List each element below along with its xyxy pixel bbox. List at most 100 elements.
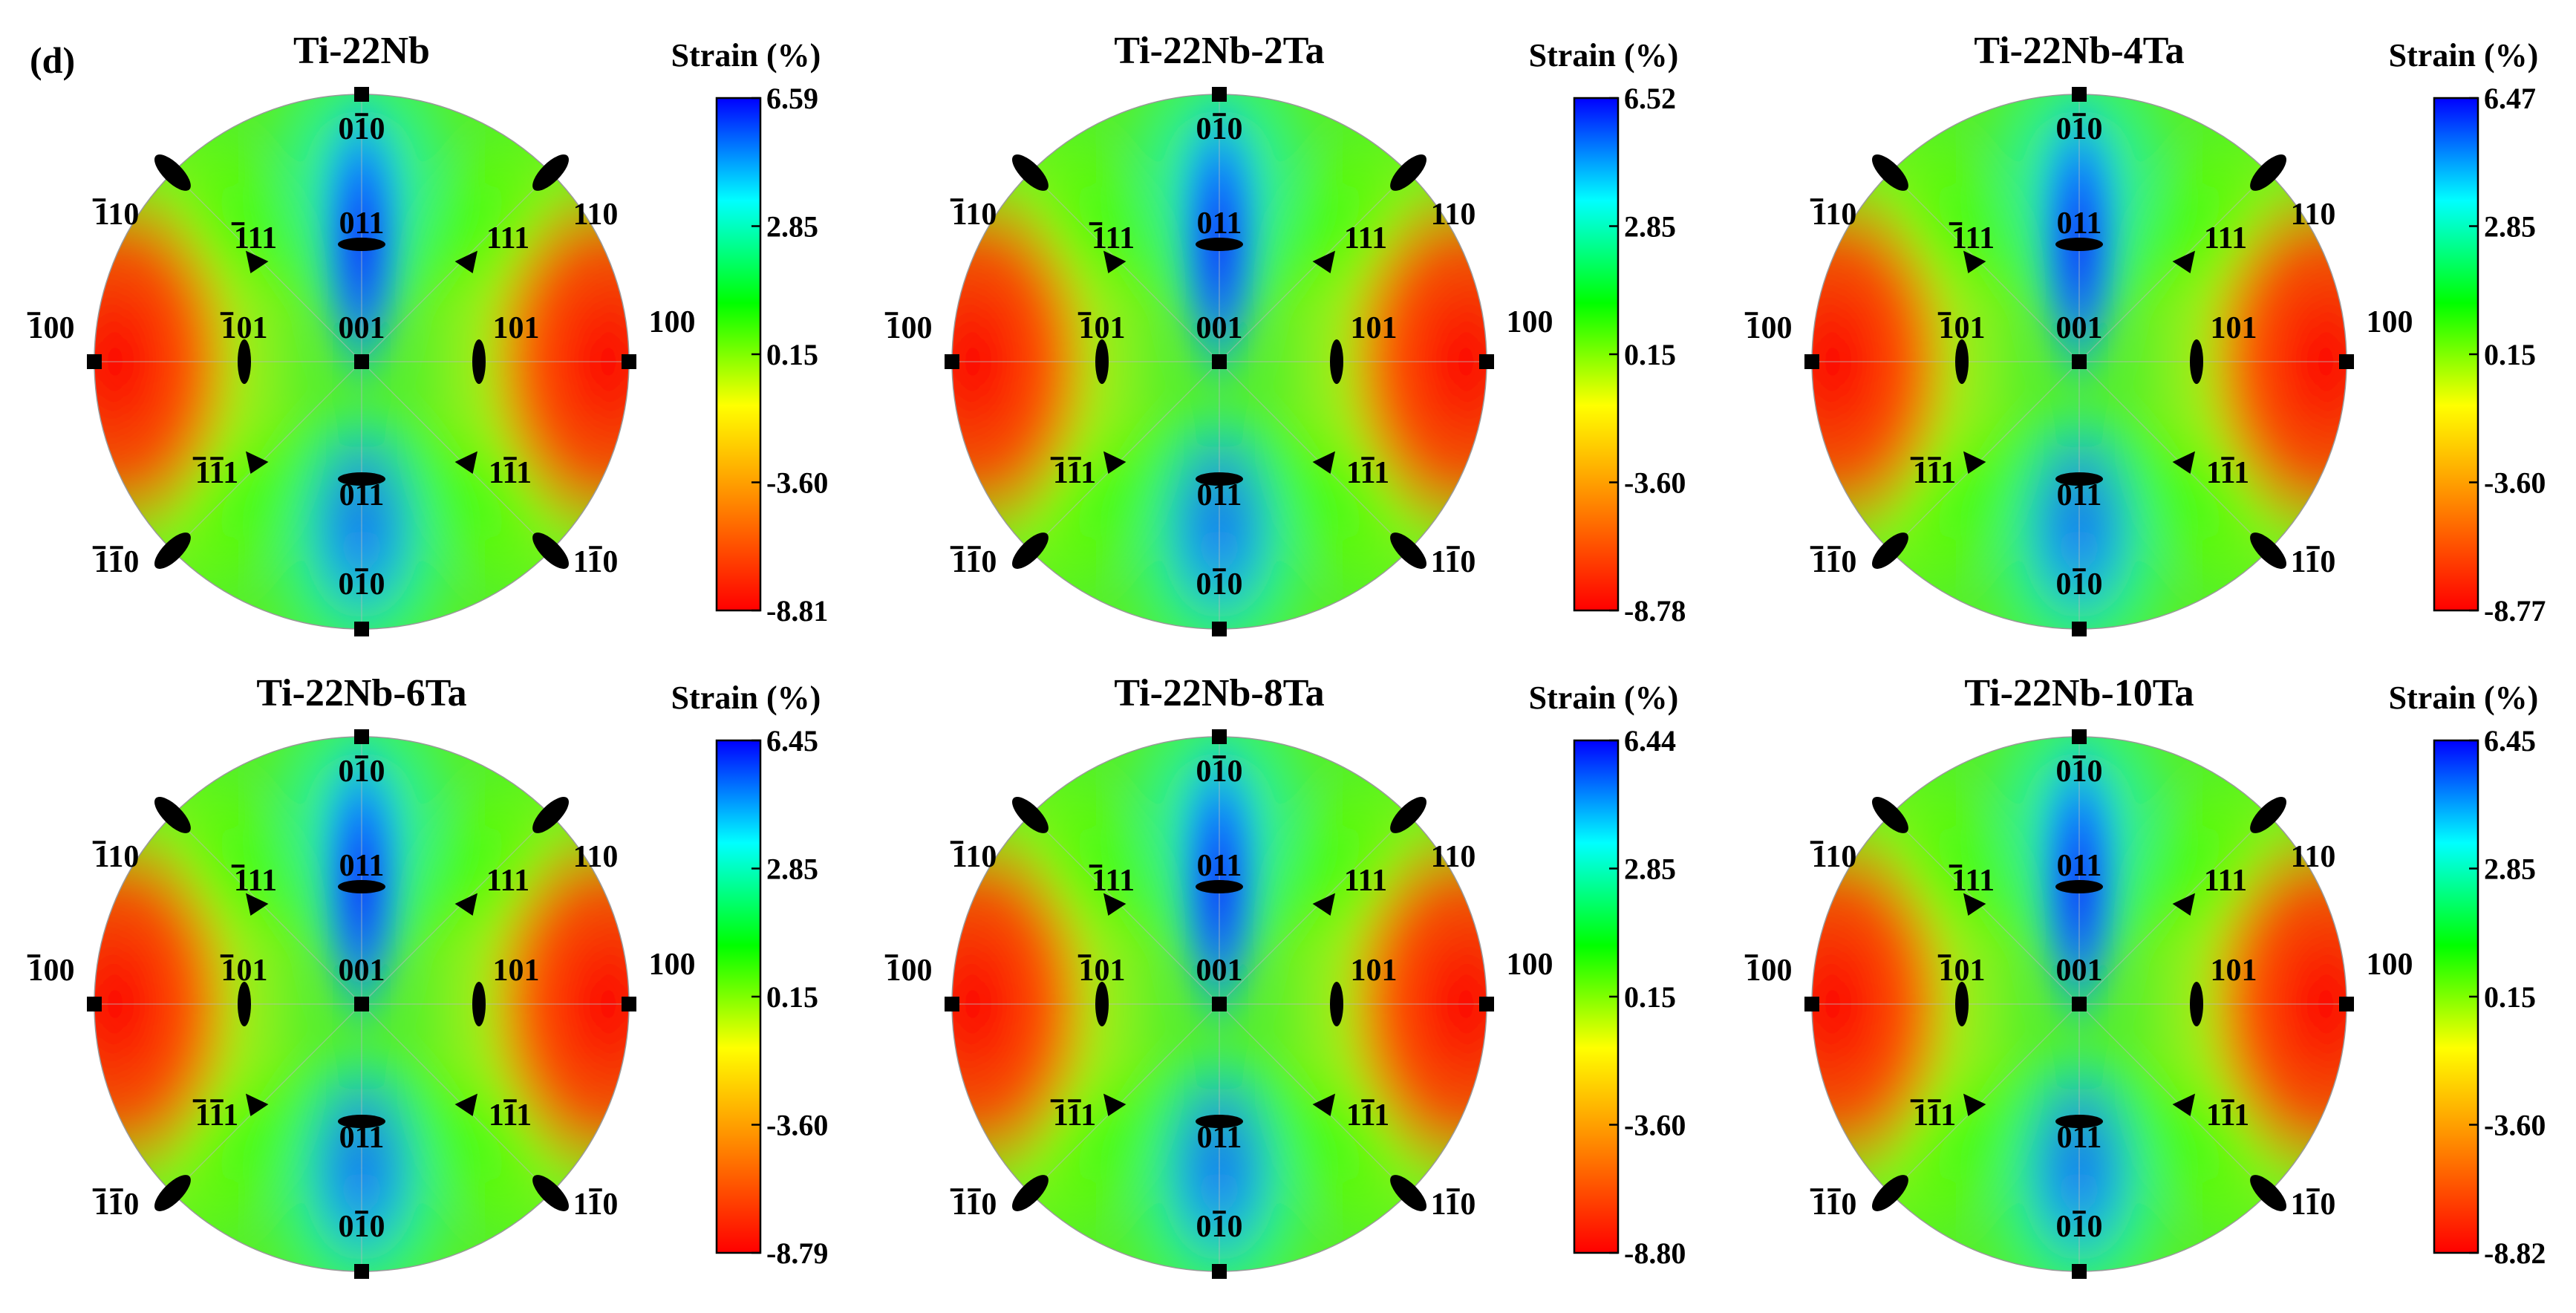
oval-marker	[1872, 154, 1908, 191]
pole-text: 101	[1079, 954, 1126, 988]
pole-label-p100: 100	[1507, 948, 1553, 982]
pole-text: 110	[94, 545, 140, 579]
pole-text: 001	[1196, 311, 1243, 345]
pole-text: 011	[339, 849, 385, 883]
colorbar-tick-label: -3.60	[2484, 466, 2546, 500]
pole-label-pm1m10: 110	[950, 545, 997, 579]
colorbar-tick-label: 0.15	[2484, 980, 2536, 1014]
triangle-marker	[1312, 451, 1335, 474]
pole-label-pm100: 100	[27, 954, 75, 988]
triangle-marker	[1963, 893, 1986, 916]
pole-text: 011	[2057, 1121, 2102, 1155]
square-marker	[354, 354, 369, 369]
pole-text: 101	[1939, 954, 1986, 988]
oval-marker	[1095, 339, 1109, 384]
pole-text: 111	[1092, 221, 1135, 255]
pole-label-p0m11: 011	[2057, 1121, 2102, 1155]
oval-marker	[2250, 1175, 2286, 1211]
pole-label-pm1m11: 111	[1910, 1098, 1956, 1133]
pole-text: 101	[221, 311, 268, 345]
pole-label-pm110: 110	[1810, 840, 1856, 874]
symmetry-markers	[945, 87, 1494, 636]
pole-text: 110	[94, 198, 140, 232]
pole-text: 011	[1197, 206, 1242, 241]
triangle-marker	[246, 250, 269, 273]
pole-text: 011	[339, 206, 385, 241]
pole-label-p0m11: 011	[339, 1121, 385, 1155]
pole-text: 100	[2367, 948, 2413, 982]
pole-label-p011: 011	[339, 849, 385, 883]
pole-text: 011	[2057, 206, 2102, 241]
pole-label-pm1m10: 110	[92, 1187, 140, 1222]
oval-marker	[1390, 1175, 1426, 1211]
pole-label-p110: 110	[2291, 198, 2336, 232]
pole-text: 110	[1812, 545, 1857, 579]
pole-text: 010	[1196, 567, 1243, 602]
pole-label-p111: 111	[486, 864, 529, 898]
symmetry-markers	[1804, 729, 2354, 1279]
triangle-marker	[1103, 893, 1126, 916]
pole-label-p0m10: 010	[1196, 567, 1243, 602]
pole-label-p010: 010	[339, 755, 385, 789]
oval-marker	[1872, 1175, 1908, 1211]
pole-label-p1m11: 111	[1346, 456, 1389, 490]
pole-text: 010	[2056, 112, 2103, 146]
pole-text: 110	[952, 1187, 997, 1222]
panel-label: (d)	[30, 39, 75, 81]
oval-marker	[1872, 532, 1908, 569]
oval-marker	[338, 1115, 385, 1128]
square-marker	[354, 87, 369, 102]
pole-text: 111	[1344, 221, 1387, 255]
pole-label-p010: 010	[1196, 755, 1243, 789]
pole-label-pm1m11: 111	[1050, 1098, 1096, 1133]
pole-label-pm111: 111	[1089, 864, 1135, 898]
colorbar-tick-label: -3.60	[1624, 466, 1686, 500]
square-marker	[1804, 354, 1819, 369]
oval-marker	[1012, 154, 1049, 191]
pole-label-p011: 011	[2057, 849, 2102, 883]
oval-marker	[532, 797, 569, 833]
square-marker	[354, 729, 369, 744]
colorbar: Strain (%) 6.44 2.85 0.15 -3.60 -8.80	[1529, 680, 1686, 1270]
pole-label-p001: 001	[1196, 311, 1243, 345]
pole-label-p011: 011	[339, 206, 385, 241]
pole-label-pm101: 101	[1077, 311, 1126, 345]
pole-label-p011: 011	[2057, 206, 2102, 241]
triangle-marker	[1963, 250, 1986, 273]
triangle-marker	[2172, 451, 2195, 474]
colorbar-tick-label: -8.77	[2484, 594, 2546, 628]
colorbar-tick-label: -8.80	[1624, 1237, 1686, 1270]
square-marker	[945, 997, 959, 1011]
pole-text: 110	[952, 840, 997, 874]
square-marker	[1212, 729, 1227, 744]
colorbar-title: Strain (%)	[1529, 37, 1679, 74]
pole-label-p001: 001	[1196, 954, 1243, 988]
pole-label-pm110: 110	[1810, 198, 1856, 232]
pole-text: 111	[2204, 864, 2247, 898]
pole-text: 011	[1197, 849, 1242, 883]
pole-label-p001: 001	[2056, 954, 2103, 988]
pole-figure-panel: Ti-22Nb-6Ta 010 011 111 111 110 110 100 100 101 00…	[27, 672, 828, 1279]
square-marker	[1479, 997, 1494, 1011]
triangle-marker	[1103, 451, 1126, 474]
pole-text: 111	[1951, 864, 1995, 898]
pole-text: 100	[886, 311, 933, 345]
pole-label-pm100: 100	[27, 311, 75, 345]
pole-label-p110: 110	[1431, 198, 1476, 232]
triangle-marker	[2172, 250, 2195, 273]
oval-marker	[2055, 1115, 2103, 1128]
pole-text: 100	[886, 954, 933, 988]
square-marker	[87, 354, 102, 369]
pole-label-p110: 110	[1431, 840, 1476, 874]
pole-text: 001	[339, 954, 385, 988]
pole-label-p010: 010	[339, 112, 385, 146]
pole-text: 110	[1431, 198, 1476, 232]
colorbar: Strain (%) 6.59 2.85 0.15 -3.60 -8.81	[671, 37, 829, 628]
pole-text: 010	[2056, 755, 2103, 789]
square-marker	[87, 997, 102, 1011]
pole-text: 110	[2291, 198, 2336, 232]
pole-text: 110	[2291, 1187, 2336, 1222]
pole-text: 010	[1196, 755, 1243, 789]
pole-text: 110	[94, 1187, 140, 1222]
pole-label-pm110: 110	[92, 840, 139, 874]
